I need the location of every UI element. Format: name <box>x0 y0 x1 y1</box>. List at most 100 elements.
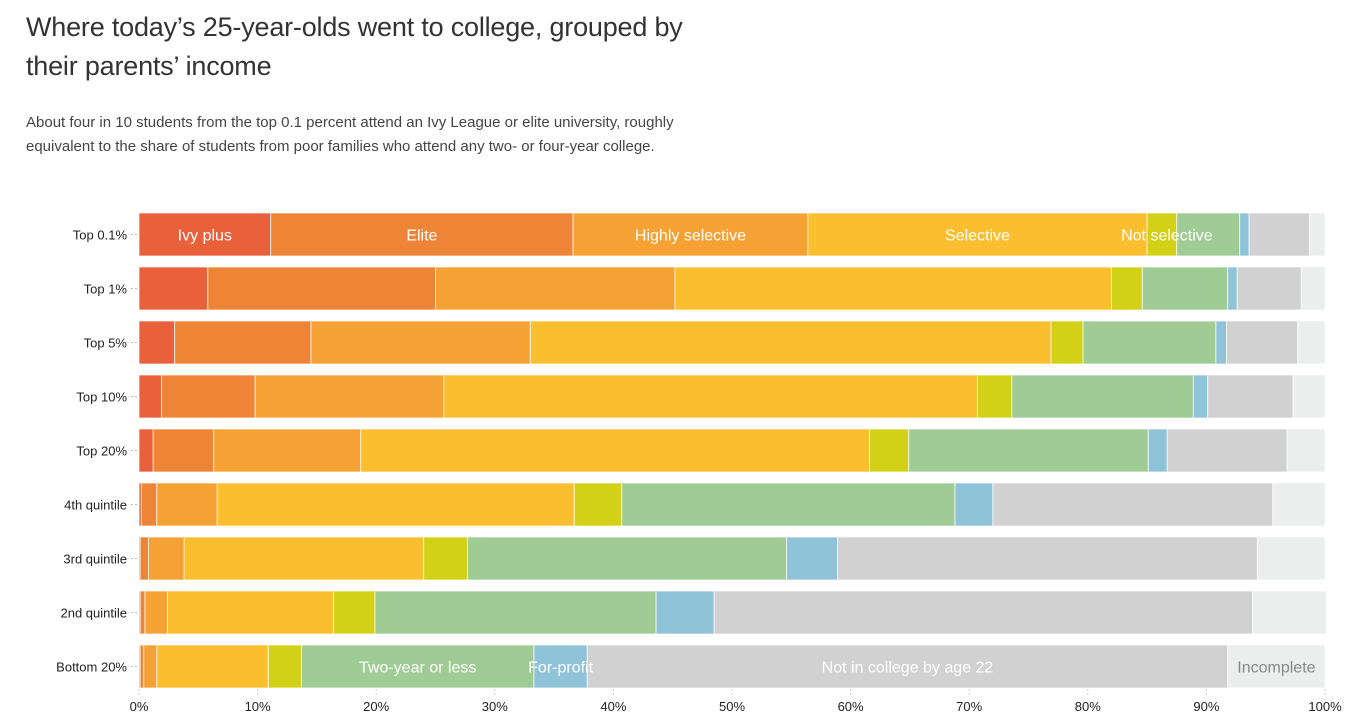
bar-segment-selective <box>529 320 1052 365</box>
bar-segment-ivy-plus <box>138 320 176 365</box>
segment-label-highly-selective: Highly selective <box>635 228 746 245</box>
bar-segment-for-profit <box>1227 266 1238 311</box>
bar-segment-two-year-or-less <box>374 590 657 635</box>
bar-segment-not-selective <box>423 536 469 581</box>
bar-row-4th-quintile <box>138 482 1326 527</box>
bar-segment-incomplete <box>1300 266 1326 311</box>
bar-segment-selective <box>360 428 871 473</box>
bar-segment-not-in-college-by-age-22 <box>992 482 1274 527</box>
bar-row-top-5 <box>138 320 1326 365</box>
segment-labels-layer: Ivy plus Elite Highly selective Selective No… <box>178 228 1316 677</box>
bar-segment-not-in-college-by-age-22 <box>1226 320 1299 365</box>
bar-segment-two-year-or-less <box>621 482 956 527</box>
row-label: 3rd quintile <box>63 552 127 567</box>
bar-segment-not-selective <box>977 374 1013 419</box>
bar-segment-incomplete <box>1252 590 1327 635</box>
bar-segment-incomplete <box>1297 320 1326 365</box>
bar-segment-highly-selective <box>144 590 168 635</box>
bar-segment-not-selective <box>869 428 910 473</box>
segment-label-elite: Elite <box>406 228 437 245</box>
bar-segment-elite <box>174 320 312 365</box>
bar-segment-highly-selective <box>147 536 185 581</box>
bar-segment-not-in-college-by-age-22 <box>1236 266 1302 311</box>
bar-segment-elite <box>139 590 146 635</box>
row-label: Top 20% <box>76 444 127 459</box>
bar-segment-incomplete <box>1286 428 1326 473</box>
bar-segment-incomplete <box>1309 212 1326 257</box>
x-tick-label: 40% <box>600 699 626 714</box>
bar-segment-incomplete <box>1227 644 1326 689</box>
bar-segment-not-in-college-by-age-22 <box>1248 212 1311 257</box>
row-label: Top 1% <box>84 282 128 297</box>
bar-segment-for-profit <box>1215 320 1228 365</box>
bars-layer <box>138 212 1327 689</box>
bar-segment-for-profit <box>954 482 994 527</box>
bar-segment-not-in-college-by-age-22 <box>837 536 1258 581</box>
segment-label-incomplete: Incomplete <box>1237 660 1315 677</box>
row-label: 2nd quintile <box>61 606 128 621</box>
bar-segment-two-year-or-less <box>467 536 788 581</box>
segment-label-selective: Selective <box>945 228 1010 245</box>
chart-subtitle: About four in 10 students from the top 0… <box>26 114 674 155</box>
bar-segment-not-in-college-by-age-22 <box>1166 428 1288 473</box>
row-labels-layer: Top 0.1% Top 1% Top 5% Top 10% Top 20% 4th qu… <box>56 228 138 675</box>
x-tick-label: 100% <box>1308 699 1342 714</box>
bar-segment-selective <box>443 374 978 419</box>
bar-segment-highly-selective <box>156 482 218 527</box>
bar-segment-two-year-or-less <box>300 644 535 689</box>
bar-segment-elite <box>139 644 145 689</box>
bar-segment-not-in-college-by-age-22 <box>713 590 1254 635</box>
x-tick-label: 50% <box>719 699 745 714</box>
bar-segment-not-in-college-by-age-22 <box>1207 374 1294 419</box>
bar-segment-two-year-or-less <box>1011 374 1194 419</box>
bar-segment-incomplete <box>1256 536 1326 581</box>
bar-segment-not-in-college-by-age-22 <box>586 644 1229 689</box>
bar-row-bottom-20 <box>138 644 1326 689</box>
bar-segment-incomplete <box>1292 374 1326 419</box>
bar-segment-highly-selective <box>143 644 158 689</box>
bar-row-2nd-quintile <box>138 590 1327 635</box>
bar-segment-two-year-or-less <box>1176 212 1241 257</box>
bar-segment-two-year-or-less <box>1082 320 1217 365</box>
row-label: Top 10% <box>76 390 127 405</box>
bar-segment-incomplete <box>1272 482 1326 527</box>
bar-segment-highly-selective <box>310 320 531 365</box>
bar-segment-not-selective <box>1050 320 1084 365</box>
x-tick-label: 10% <box>245 699 271 714</box>
x-tick-label: 90% <box>1193 699 1219 714</box>
bar-segment-selective <box>216 482 575 527</box>
bar-segment-not-selective <box>333 590 376 635</box>
bar-segment-elite <box>139 536 149 581</box>
bar-segment-for-profit <box>1239 212 1250 257</box>
bar-segment-not-selective <box>267 644 302 689</box>
x-tick-label: 0% <box>130 699 149 714</box>
row-label: Top 5% <box>84 336 128 351</box>
row-label: 4th quintile <box>64 498 127 513</box>
row-label: Top 0.1% <box>73 228 128 243</box>
bar-segment-not-selective <box>573 482 623 527</box>
bar-segment-highly-selective <box>213 428 362 473</box>
bar-row-top-20 <box>138 428 1326 473</box>
bar-segment-for-profit <box>1147 428 1168 473</box>
bar-segment-ivy-plus <box>138 428 154 473</box>
bar-row-3rd-quintile <box>138 536 1326 581</box>
bar-segment-not-selective <box>1111 266 1143 311</box>
segment-label-two-year-or-less: Two-year or less <box>359 660 476 677</box>
bar-segment-two-year-or-less <box>908 428 1149 473</box>
bar-segment-selective <box>156 644 269 689</box>
bar-segment-elite <box>140 482 158 527</box>
bar-segment-two-year-or-less <box>1141 266 1229 311</box>
bar-segment-ivy-plus <box>138 374 163 419</box>
x-tick-label: 70% <box>956 699 982 714</box>
segment-label-for-profit: For-profit <box>528 660 593 677</box>
segment-label-not-in-college-by-age-22: Not in college by age 22 <box>822 660 994 677</box>
bar-segment-highly-selective <box>572 212 809 257</box>
x-tick-label: 60% <box>838 699 864 714</box>
bar-segment-for-profit <box>786 536 839 581</box>
bar-row-top-0-1 <box>138 212 1326 257</box>
bar-segment-elite <box>270 212 574 257</box>
x-tick-label: 20% <box>363 699 389 714</box>
chart-title: Where today’s 25-year-olds went to colle… <box>26 12 683 81</box>
bar-segment-for-profit <box>533 644 588 689</box>
bar-segment-ivy-plus <box>138 266 209 311</box>
